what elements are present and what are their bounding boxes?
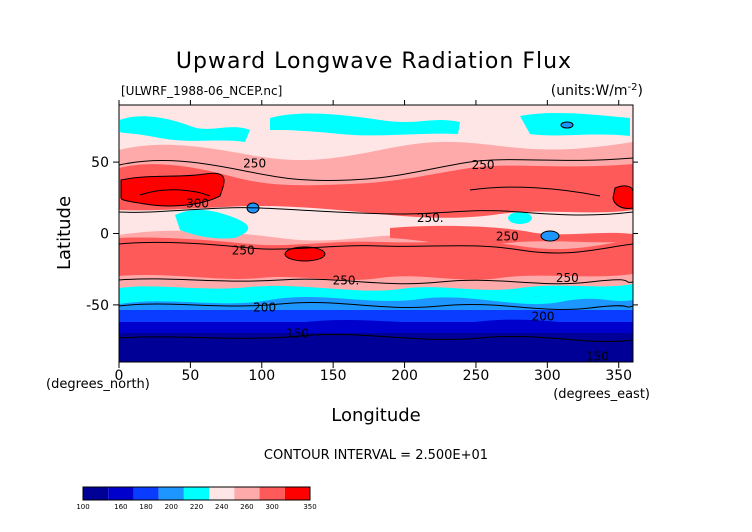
equatorial-band	[390, 225, 633, 246]
colorbar-swatch	[133, 487, 159, 500]
colorbar-tick-label: 200	[165, 503, 178, 511]
contour-label: 150	[286, 326, 309, 340]
colorbar-swatch	[83, 487, 109, 500]
plot-area: 250 300 250 250. 250 250 250. 250 200 200 150 150	[119, 105, 633, 363]
colorbar: 100 160 180 200 220 240 260 300 350	[76, 486, 317, 511]
colorbar-frame	[82, 486, 311, 501]
band-south-edge	[119, 289, 633, 305]
y-axis-unit: (degrees_north)	[46, 377, 150, 392]
warm-core-south	[284, 246, 326, 262]
colorbar-tick-label: 300	[265, 503, 278, 511]
x-axis: 0 50 100 150 200 250 300 350	[115, 100, 632, 384]
band-south-edge-2	[119, 319, 633, 331]
chart-subtitle-right: (units:W/m-2)	[551, 82, 643, 99]
colorbar-swatch	[108, 487, 134, 500]
north-cool-patch-4	[175, 209, 249, 239]
warm-core-east	[612, 185, 633, 209]
north-cool-patch-2	[270, 113, 460, 136]
colorbar-swatch	[234, 487, 260, 500]
y-tick-label: -50	[86, 298, 109, 314]
colorbar-tick-label: 240	[215, 503, 228, 511]
x-tick-label: 150	[320, 368, 347, 384]
contour-label: 250.	[417, 211, 444, 225]
cold-spot-3	[540, 230, 560, 242]
contour-label: 300	[186, 197, 209, 211]
y-tick-label: 50	[91, 155, 109, 171]
contour-label: 150	[586, 349, 609, 363]
contour-label: 200	[532, 309, 555, 323]
warm-belt-north-280	[119, 164, 633, 218]
colorbar-tick-label: 160	[114, 503, 127, 511]
colorbar-tick-label: 220	[190, 503, 203, 511]
colorbar-tick-label: 350	[303, 503, 316, 511]
y-tick-label: 0	[100, 227, 109, 243]
x-axis-label: Longitude	[331, 405, 421, 426]
colorbar-swatch	[158, 487, 184, 500]
x-tick-label: 300	[534, 368, 561, 384]
north-cool-patch-1	[120, 116, 250, 142]
contour-label: 250	[243, 157, 266, 171]
colorbar-tick-label: 100	[76, 503, 89, 511]
x-tick-label: 350	[605, 368, 632, 384]
contour-label: 250.	[333, 274, 360, 288]
contour-label: 250	[472, 158, 495, 172]
y-axis: -50 0 50	[86, 155, 638, 314]
colorbar-swatch	[284, 487, 310, 500]
contour-label: 250	[556, 271, 579, 285]
contour-lines	[119, 157, 633, 342]
x-axis-unit: (degrees_east)	[553, 387, 650, 402]
contour-interval: CONTOUR INTERVAL = 2.500E+01	[264, 448, 488, 463]
cold-spot-4	[508, 212, 532, 224]
contour-label: 250	[496, 229, 519, 243]
x-tick-label: 0	[115, 368, 124, 384]
x-tick-label: 200	[391, 368, 418, 384]
north-cool-patch-3	[520, 112, 630, 136]
chart-subtitle-left: [ULWRF_1988-06_NCEP.nc]	[121, 84, 282, 98]
contour-label: 250	[232, 244, 255, 258]
x-tick-label: 50	[181, 368, 199, 384]
y-axis-label: Latitude	[54, 196, 75, 270]
colorbar-tick-label: 260	[240, 503, 253, 511]
colorbar-swatch	[259, 487, 285, 500]
cold-spot-1	[560, 121, 574, 129]
colorbar-swatch	[183, 487, 210, 500]
colorbar-tick-label: 180	[139, 503, 152, 511]
x-tick-label: 250	[463, 368, 490, 384]
x-tick-label: 100	[248, 368, 275, 384]
chart-title: Upward Longwave Radiation Flux	[176, 49, 572, 74]
contour-label-layer: 250 300 250 250. 250 250 250. 250 200 200 150 150	[186, 157, 609, 363]
colorbar-swatch	[209, 487, 235, 500]
contour-label: 200	[253, 301, 276, 315]
